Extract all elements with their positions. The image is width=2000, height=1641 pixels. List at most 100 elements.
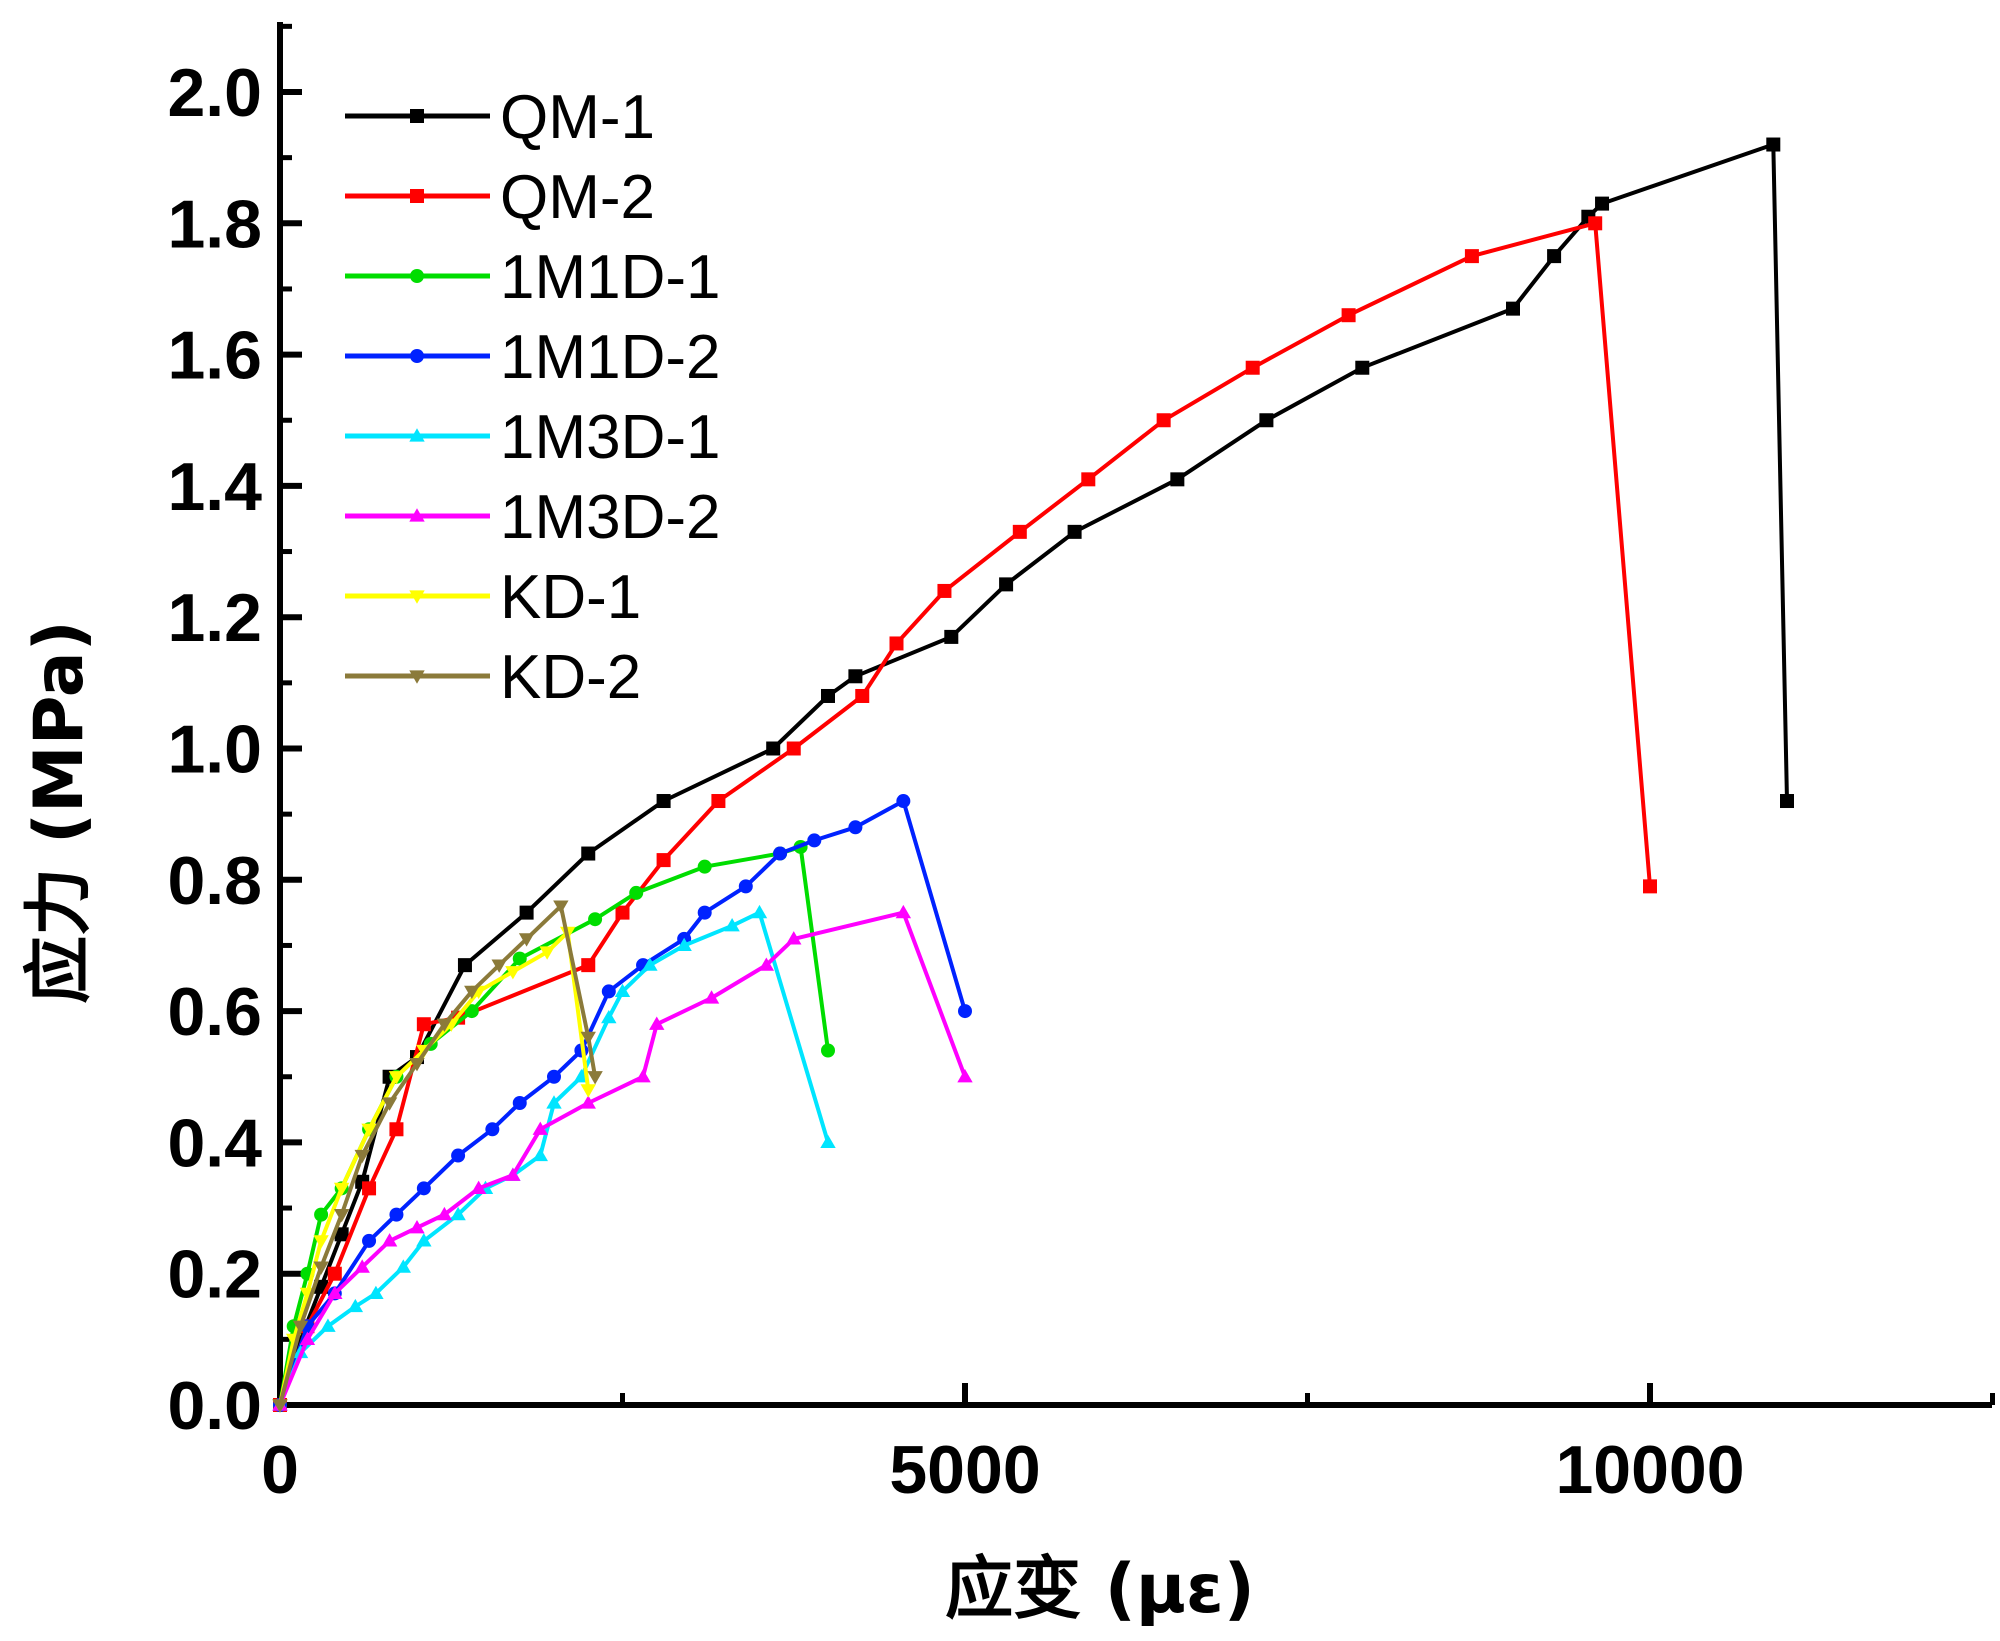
series-1m3d-2 <box>272 904 973 1411</box>
data-point-1m3d-1 <box>450 1206 466 1221</box>
legend-marker <box>409 670 425 684</box>
legend-item-1m3d-2: 1M3D-2 <box>345 483 721 552</box>
data-point-kd-2 <box>409 1058 425 1072</box>
legend-item-kd-1: KD-1 <box>345 563 641 632</box>
data-point-kd-1 <box>580 1084 596 1098</box>
data-point-1m1d-2 <box>451 1148 466 1163</box>
data-point-1m3d-1 <box>532 1147 548 1162</box>
series-line-qm-2 <box>278 221 1652 1406</box>
data-point-1m1d-2 <box>773 846 788 861</box>
data-point-kd-2 <box>272 1399 288 1413</box>
data-point-qm-1 <box>848 669 863 684</box>
series-line-kd-2 <box>278 904 598 1406</box>
data-point-kd-1 <box>539 946 555 960</box>
legend-label: QM-1 <box>500 83 655 152</box>
data-point-1m3d-2 <box>354 1259 370 1273</box>
legend-marker <box>410 109 424 123</box>
data-point-kd-2 <box>313 1261 329 1275</box>
data-point-1m3d-1 <box>614 983 631 998</box>
data-point-kd-2 <box>436 1018 453 1032</box>
data-point-1m3d-1 <box>368 1285 384 1299</box>
data-point-1m3d-2 <box>758 957 775 971</box>
y-tick-label: 0.4 <box>167 1105 262 1181</box>
data-point-qm-1 <box>1259 413 1274 428</box>
data-point-1m1d-2 <box>848 820 863 835</box>
data-point-1m1d-2 <box>697 905 712 920</box>
data-point-qm-1 <box>1766 137 1781 152</box>
y-tick-label: 0.2 <box>167 1237 262 1313</box>
data-point-qm-2 <box>327 1266 342 1281</box>
data-point-1m1d-1 <box>464 1004 479 1019</box>
data-point-1m3d-1 <box>320 1318 336 1332</box>
legend-label: 1M1D-1 <box>500 243 721 312</box>
data-point-qm-1 <box>1067 524 1082 539</box>
data-point-1m1d-2 <box>958 1004 972 1019</box>
data-point-1m1d-2 <box>738 879 753 894</box>
data-point-qm-2 <box>711 794 726 809</box>
data-point-1m1d-1 <box>314 1207 329 1222</box>
data-point-qm-1 <box>656 794 671 809</box>
data-point-kd-1 <box>333 1182 350 1197</box>
series-line-qm-1 <box>278 142 1789 1406</box>
data-point-1m1d-1 <box>512 951 527 966</box>
series-kd-1 <box>272 926 596 1413</box>
data-point-1m1d-2 <box>389 1207 404 1222</box>
series-line-1m1d-1 <box>278 845 830 1406</box>
data-point-qm-1 <box>334 1227 349 1242</box>
data-point-kd-2 <box>381 1097 398 1111</box>
data-point-qm-2 <box>1341 308 1356 323</box>
data-point-qm-1 <box>457 958 472 973</box>
data-point-1m1d-2 <box>416 1181 431 1196</box>
data-point-qm-2 <box>1081 472 1096 487</box>
data-point-1m3d-1 <box>724 918 740 932</box>
data-point-1m3d-1 <box>546 1095 562 1109</box>
y-tick-label: 0.8 <box>167 843 262 919</box>
legend-item-qm-2: QM-2 <box>345 163 655 232</box>
series-layer <box>272 137 1794 1413</box>
legend-marker <box>410 189 424 203</box>
axes <box>277 22 1992 1408</box>
data-point-qm-1 <box>1170 472 1185 487</box>
data-point-kd-2 <box>464 985 480 1000</box>
y-tick-label: 0.6 <box>167 974 262 1050</box>
legend: QM-1 QM-2 1M1D-1 1M1D-2 1M3D-1 1M3D-2 KD-1 KD-2 <box>345 83 721 712</box>
legend-item-1m3d-1: 1M3D-1 <box>345 403 721 472</box>
data-point-qm-2 <box>937 583 952 598</box>
data-point-1m3d-1 <box>751 904 768 919</box>
series-qm-2 <box>273 216 1657 1412</box>
legend-marker <box>409 508 425 522</box>
data-point-1m3d-2 <box>409 1220 425 1234</box>
data-point-qm-2 <box>362 1181 377 1196</box>
legend-marker <box>409 590 425 604</box>
legend-marker <box>409 428 425 442</box>
data-point-1m1d-2 <box>512 1096 527 1111</box>
series-1m1d-2 <box>273 794 972 1412</box>
data-point-1m3d-1 <box>395 1259 411 1273</box>
legend-item-qm-1: QM-1 <box>345 83 655 152</box>
data-point-qm-1 <box>1595 196 1610 211</box>
data-point-1m3d-2 <box>436 1206 453 1221</box>
y-tick-label: 1.0 <box>167 712 262 788</box>
data-point-qm-1 <box>1355 360 1370 375</box>
series-1m1d-1 <box>273 839 835 1412</box>
data-point-1m1d-1 <box>697 859 712 874</box>
x-tick-label: 0 <box>261 1432 299 1508</box>
data-point-1m3d-1 <box>642 957 658 971</box>
data-point-1m1d-1 <box>821 1043 835 1058</box>
data-point-kd-2 <box>580 1031 596 1046</box>
data-point-1m3d-2 <box>327 1285 343 1299</box>
data-point-1m3d-2 <box>505 1167 521 1181</box>
data-point-qm-2 <box>389 1122 404 1137</box>
y-tick-label: 0.0 <box>167 1368 262 1444</box>
data-point-qm-2 <box>1643 879 1657 894</box>
data-point-1m3d-1 <box>820 1134 836 1148</box>
y-tick-label: 1.6 <box>167 318 262 394</box>
data-point-qm-1 <box>519 905 534 920</box>
data-point-1m3d-2 <box>580 1095 596 1109</box>
data-point-1m3d-2 <box>957 1069 973 1083</box>
data-point-kd-2 <box>292 1320 309 1334</box>
data-point-1m3d-2 <box>786 931 802 945</box>
legend-label: 1M3D-1 <box>500 403 721 472</box>
legend-label: KD-1 <box>500 563 641 632</box>
data-point-1m3d-1 <box>676 937 692 952</box>
